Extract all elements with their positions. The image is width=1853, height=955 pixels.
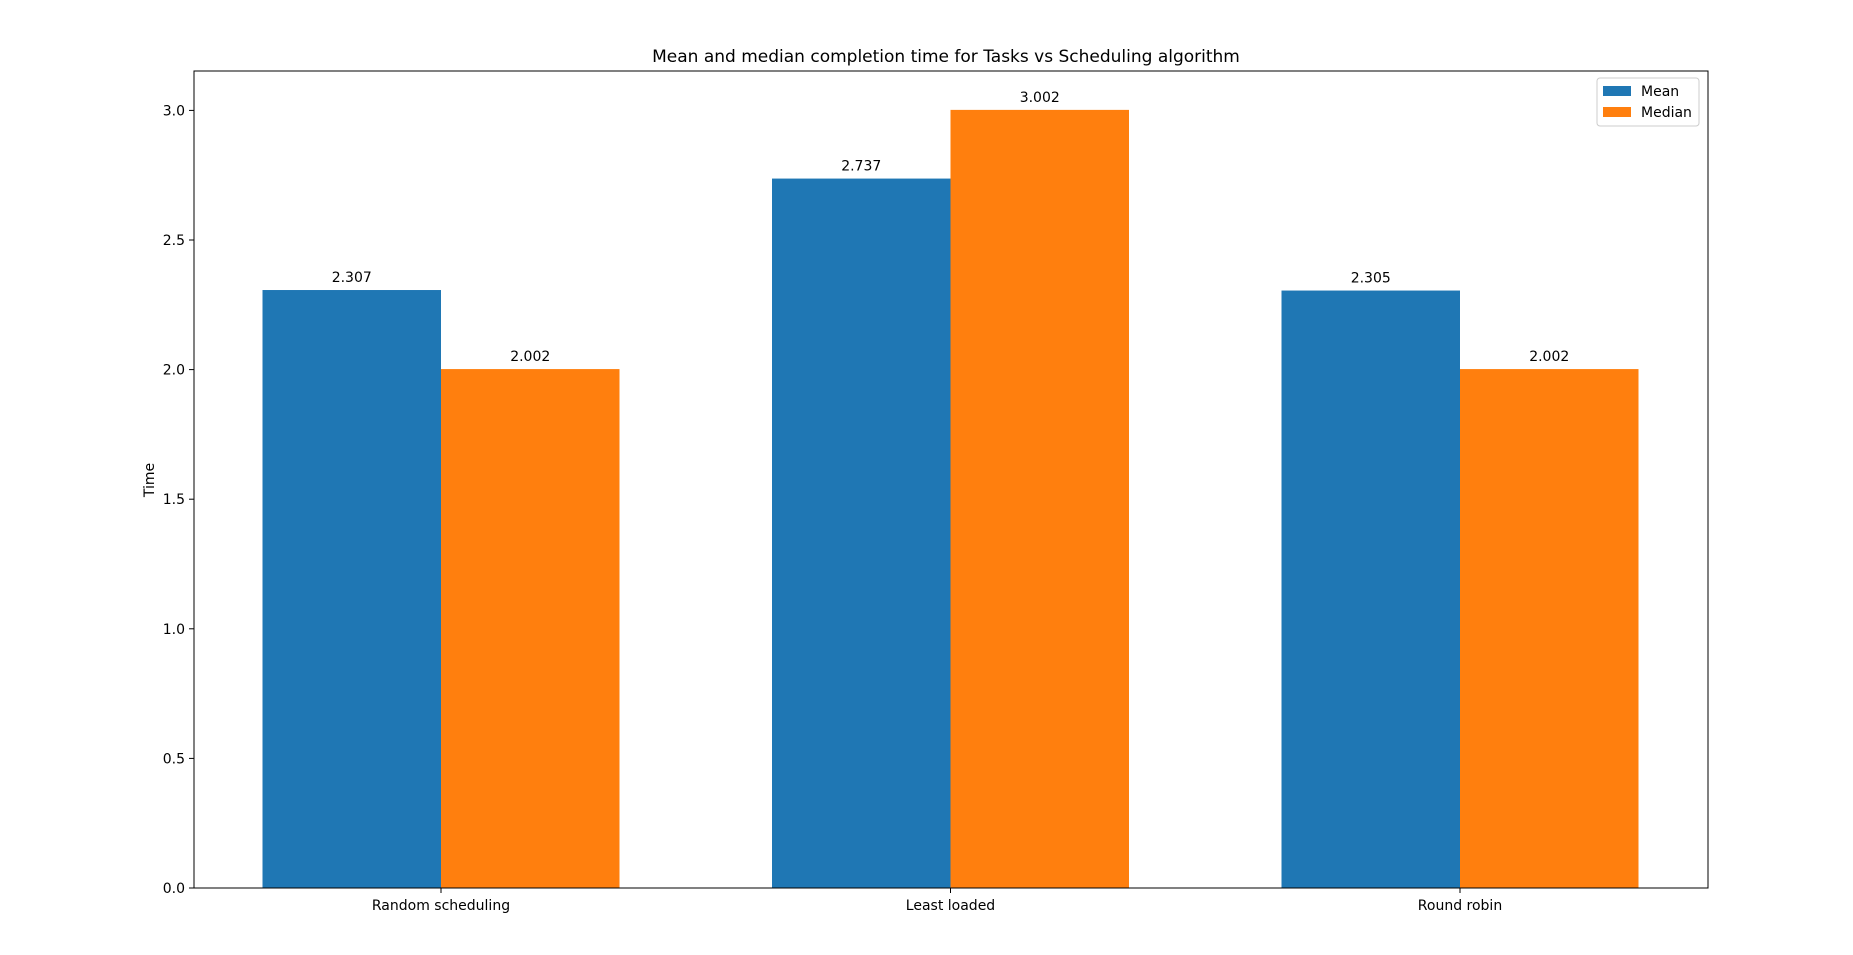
y-axis-label: Time (142, 463, 158, 498)
bar-mean-3 (1281, 290, 1460, 888)
chart-title: Mean and median completion time for Task… (652, 47, 1240, 67)
x-tick-label: Random scheduling (372, 898, 510, 914)
bar-median-2 (950, 109, 1129, 889)
y-tick-label: 2.0 (163, 363, 185, 379)
bar-value-label: 2.305 (1351, 271, 1391, 287)
bar-value-label: 2.737 (841, 159, 881, 175)
bar-value-label: 2.002 (1529, 349, 1569, 365)
plot-area: 2.307 2.002 Random scheduling 2.737 3.002 Lea… (163, 70, 1709, 914)
y-tick-label: 0.5 (163, 751, 185, 767)
bar-mean-2 (772, 178, 951, 888)
legend-swatch-mean (1603, 86, 1631, 96)
y-tick-label: 3.0 (163, 103, 185, 119)
y-tick-label: 1.5 (163, 492, 185, 508)
y-tick-label: 1.0 (163, 622, 185, 638)
legend-label-median: Median (1641, 105, 1692, 121)
y-tick-label: 0.0 (163, 881, 185, 897)
bar-value-label: 2.002 (510, 349, 550, 365)
bar-median-3 (1460, 369, 1639, 889)
legend: Mean Median (1596, 77, 1700, 127)
bar-mean-1 (262, 290, 441, 888)
x-tick-label: Round robin (1418, 898, 1502, 914)
legend-label-mean: Mean (1641, 84, 1679, 100)
bar-median-1 (441, 369, 620, 889)
legend-swatch-median (1603, 107, 1631, 117)
bar-value-label: 3.002 (1020, 90, 1060, 106)
bar-value-label: 2.307 (332, 270, 372, 286)
x-tick-label: Least loaded (906, 898, 995, 914)
y-tick-label: 2.5 (163, 233, 185, 249)
axes-frame (193, 70, 1709, 889)
